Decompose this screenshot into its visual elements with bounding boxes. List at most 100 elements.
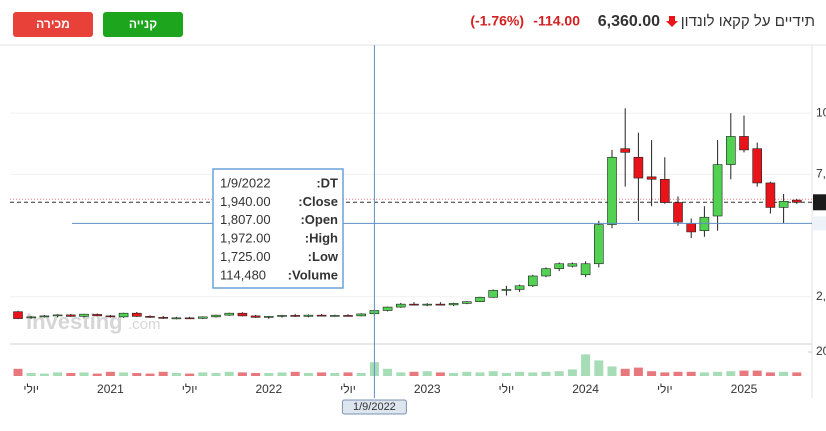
volume-bar [713,371,723,376]
candle-body [620,148,631,153]
candle-body [303,314,314,317]
volume-bar [779,371,789,376]
volume-bar [594,360,604,376]
volume-bar [79,372,89,376]
volume-bar [211,373,221,376]
volume-bar [356,373,366,376]
candle-body [593,224,604,265]
volume-bar [198,372,208,376]
candle-body [725,136,736,165]
candle-body [118,312,129,318]
candle-body [791,199,802,203]
volume-bar [13,368,23,376]
volume-bar [686,371,696,376]
x-tick-label: 2022 [255,382,282,396]
candle-body [699,216,710,231]
candle-body [527,275,538,287]
tooltip-value: 1,725.00 [220,249,271,264]
candle-body [752,148,763,184]
volume-bar [673,371,683,376]
volume-bar [699,372,709,376]
volume-bar [251,373,261,376]
crosshair-date: 1/9/2022 [353,401,396,413]
candle-body [475,296,485,302]
candle-body [580,263,591,276]
volume-bar [119,372,129,376]
candle-body [501,289,512,291]
candle-body [514,285,525,290]
volume-bar [290,371,300,376]
candle-body [316,314,327,317]
x-tick-label: יולי [499,382,515,396]
volume-bar [660,372,670,376]
volume-bar [554,371,564,376]
volume-bar [475,372,485,376]
candle-body [79,313,89,317]
crosshair-date-box [341,399,407,415]
candle-body [712,164,723,217]
candle-body [607,156,617,225]
candle-body [488,290,499,298]
candle-body [52,314,63,317]
x-tick-label: יולי [340,382,356,396]
volume-bar [39,373,49,376]
volume-bar [541,371,551,376]
volume-bar [449,373,459,376]
volume-bar [422,371,432,376]
volume-bar [171,373,181,376]
candle-body [356,313,367,317]
candle-body [554,263,565,269]
candle-body [263,316,274,318]
volume-bar [105,371,115,376]
tooltip [212,168,344,289]
volume-bar [435,372,445,376]
volume-bar [739,370,749,376]
candle-body [739,136,749,151]
volume-bar [752,370,762,376]
volume-bar [396,372,406,376]
volume-bar [303,373,313,376]
volume-bar [633,367,643,376]
candle-body [158,317,168,319]
volume-bar [26,373,36,376]
candle-body [765,182,776,208]
volume-bar [607,366,617,376]
volume-bar [620,368,630,376]
tooltip-label: :Open [300,212,338,227]
watermark-suffix: .com [128,316,161,333]
axis-labels: 2,5007,50010,000200K5,500.006,360.00 [816,105,826,358]
y-tick-label: 10,000 [816,105,826,119]
price-change-pct: (-1.76%) [470,13,524,29]
volume-bar [237,372,247,376]
x-tick-label: יולי [182,382,198,396]
candle-body [290,315,301,317]
volume-bar [158,371,168,376]
sell-button[interactable] [13,12,93,37]
instrument-title: תידיים על קקאו לונדון [681,13,815,30]
buy-button[interactable] [103,12,183,37]
volume-bar [53,372,63,376]
volume-bar [383,368,393,376]
candle-body [171,317,182,320]
volume-bar [185,373,195,376]
tooltip-value: 114,480 [220,267,266,282]
volume-bar [264,373,274,376]
tooltip-value: 1,807.00 [220,212,271,227]
sell-label[interactable]: מכירה [36,17,70,31]
candle-body [448,303,459,306]
candle-body [250,315,261,318]
candle-body [343,315,353,317]
tooltip-label: :Close [298,194,338,209]
volume-bar [726,371,736,376]
buy-label[interactable]: קנייה [129,17,157,31]
volume-tick-label: 200K [816,344,826,358]
tooltip-label: :DT [316,175,338,190]
candle-body [13,311,23,319]
candle-body [461,301,472,304]
x-tick-label: 2024 [572,382,599,396]
volume-bar [66,373,76,376]
candle-body [26,316,37,319]
candle-body [686,223,697,233]
